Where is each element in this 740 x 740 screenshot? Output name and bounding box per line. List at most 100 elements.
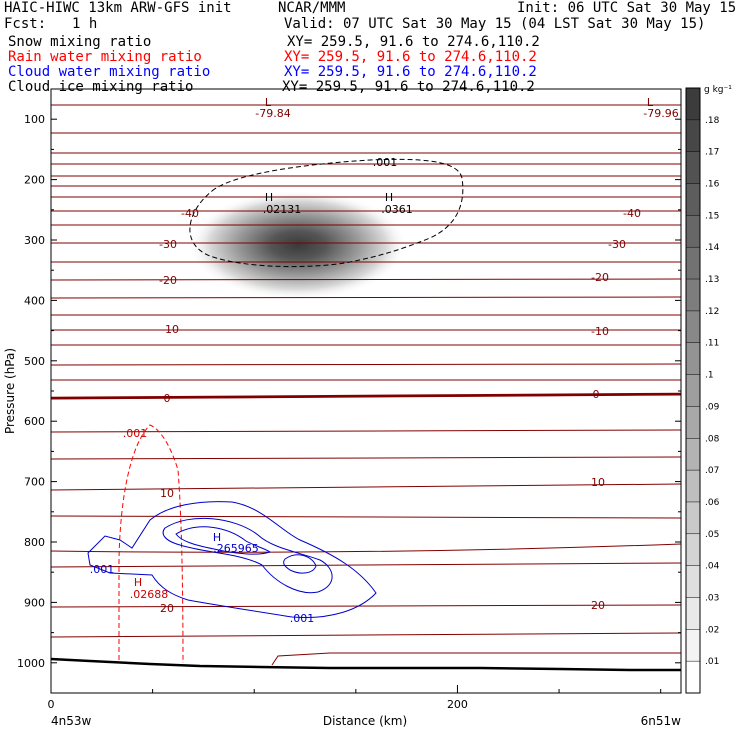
rain-contour-001 <box>118 424 184 664</box>
y-axis-label: Pressure (hPa) <box>3 348 17 434</box>
terrain-line <box>50 657 681 672</box>
contour-label-cloud-water: .001 <box>290 612 315 625</box>
colorbar-swatch <box>686 661 700 693</box>
high-value: .0361 <box>381 203 413 216</box>
y-tick-label: 800 <box>24 536 45 549</box>
temp-label: 20 <box>591 599 605 612</box>
field-xy-cloud-water: XY= 259.5, 91.6 to 274.6,110.2 <box>284 64 537 80</box>
colorbar-swatch <box>686 501 700 534</box>
isotherm-line <box>51 483 681 491</box>
snow-shading <box>188 190 408 300</box>
temp-label: -30 <box>608 238 626 251</box>
colorbar-tick-label: .01 <box>705 657 719 667</box>
y-tick-label: 200 <box>24 174 45 187</box>
colorbar-unit: g kg⁻¹ <box>704 85 732 95</box>
colorbar-swatch <box>686 119 700 152</box>
forecast-label: Fcst: <box>4 16 47 32</box>
high-marker: H <box>213 531 221 544</box>
isotherm-line <box>51 604 681 608</box>
temp-label: 20 <box>160 602 174 615</box>
high-marker: H <box>385 191 393 204</box>
temp-label: -20 <box>159 274 177 287</box>
colorbar-swatch <box>686 88 700 120</box>
colorbar-tick-label: .06 <box>705 498 720 508</box>
isotherm-line <box>51 278 681 281</box>
low-marker: L <box>265 96 272 109</box>
colorbar-swatch <box>686 533 700 566</box>
x-tick-label: 0 <box>48 698 55 711</box>
x-axis-label: Distance (km) <box>323 714 407 728</box>
colorbar-swatch <box>686 215 700 248</box>
model-title: HAIC-HIWC 13km ARW-GFS init <box>4 0 232 16</box>
y-tick-label: 600 <box>24 415 45 428</box>
colorbar-swatch <box>686 374 700 407</box>
colorbar-tick-label: .09 <box>705 402 720 412</box>
colorbar-tick-label: .03 <box>705 593 719 603</box>
temp-label: -40 <box>181 207 199 220</box>
colorbar-tick-label: .16 <box>705 180 720 190</box>
y-tick-label: 400 <box>24 294 45 307</box>
temp-label: -10 <box>161 323 179 336</box>
y-tick-label: 900 <box>24 596 45 609</box>
colorbar-tick-label: .07 <box>705 466 719 476</box>
contour-label-rain: .001 <box>123 427 148 440</box>
colorbar-tick-label: .15 <box>705 211 719 221</box>
field-xy-rain: XY= 259.5, 91.6 to 274.6,110.2 <box>284 49 537 65</box>
temp-label: 10 <box>591 476 605 489</box>
temp-label: -40 <box>623 207 641 220</box>
colorbar-tick-label: .04 <box>705 562 720 572</box>
colorbar-swatch <box>686 597 700 630</box>
isotherm-line <box>51 543 681 553</box>
temp-label: 0 <box>593 388 600 401</box>
colorbar-tick-label: .18 <box>705 116 720 126</box>
temp-label: 10 <box>160 487 174 500</box>
plot-frame <box>50 88 682 694</box>
temp-label: -10 <box>591 325 609 338</box>
temp-label: -20 <box>591 271 609 284</box>
isotherm-line <box>51 562 681 568</box>
isotherm-line <box>51 429 681 433</box>
field-xy-snow: XY= 259.5, 91.6 to 274.6,110.2 <box>287 34 540 50</box>
y-tick-label: 700 <box>24 476 45 489</box>
colorbar-tick-label: .02 <box>705 625 719 635</box>
forecast-hour: 1 h <box>72 16 98 32</box>
y-tick-label: 300 <box>24 234 45 247</box>
field-name-snow: Snow mixing ratio <box>8 34 152 50</box>
colorbar-swatch <box>686 438 700 471</box>
temp-label: -30 <box>159 238 177 251</box>
low-marker: L <box>647 96 654 109</box>
contour-label-snow: .001 <box>373 156 398 169</box>
colorbar-swatch <box>686 342 700 375</box>
colorbar-tick-label: .17 <box>705 148 719 158</box>
colorbar-tick-label: .1 <box>705 371 714 381</box>
colorbar: .01 .02 .03 .04 .05 .06 .07 .08 .09 .1 .11 .12 .13 .1… <box>685 87 720 694</box>
cloud-water-contours <box>87 501 377 619</box>
field-name-rain: Rain water mixing ratio <box>8 49 202 65</box>
field-name-cloud-water: Cloud water mixing ratio <box>8 64 211 80</box>
colorbar-tick-label: .11 <box>705 339 719 349</box>
terrain-sub-line <box>271 652 681 666</box>
colorbar-swatch <box>686 629 700 662</box>
colorbar-tick-label: .13 <box>705 275 719 285</box>
colorbar-swatch <box>686 183 700 216</box>
colorbar-swatch <box>686 151 700 184</box>
org-label: NCAR/MMM <box>278 0 346 16</box>
y-tick-label: 500 <box>24 355 45 368</box>
zero-isotherm <box>51 392 681 400</box>
colorbar-swatch <box>686 279 700 311</box>
colorbar-swatch <box>686 406 700 439</box>
x-tick-label: 200 <box>447 698 468 711</box>
high-marker: H <box>265 191 273 204</box>
colorbar-frame <box>685 87 701 694</box>
low-value: -79.84 <box>255 107 290 120</box>
isotherm-line <box>51 632 681 638</box>
field-xy-cloud-ice: XY= 259.5, 91.6 to 274.6,110.2 <box>282 79 535 95</box>
high-value: .02688 <box>130 588 169 601</box>
contour-label-cloud-water: .001 <box>90 563 115 576</box>
left-endpoint-label: 4n53w <box>51 714 92 728</box>
right-endpoint-label: 6n51w <box>641 714 682 728</box>
init-time: Init: 06 UTC Sat 30 May 15 <box>517 0 737 16</box>
isotherm-line <box>51 515 681 519</box>
isotherm-line <box>51 456 681 460</box>
